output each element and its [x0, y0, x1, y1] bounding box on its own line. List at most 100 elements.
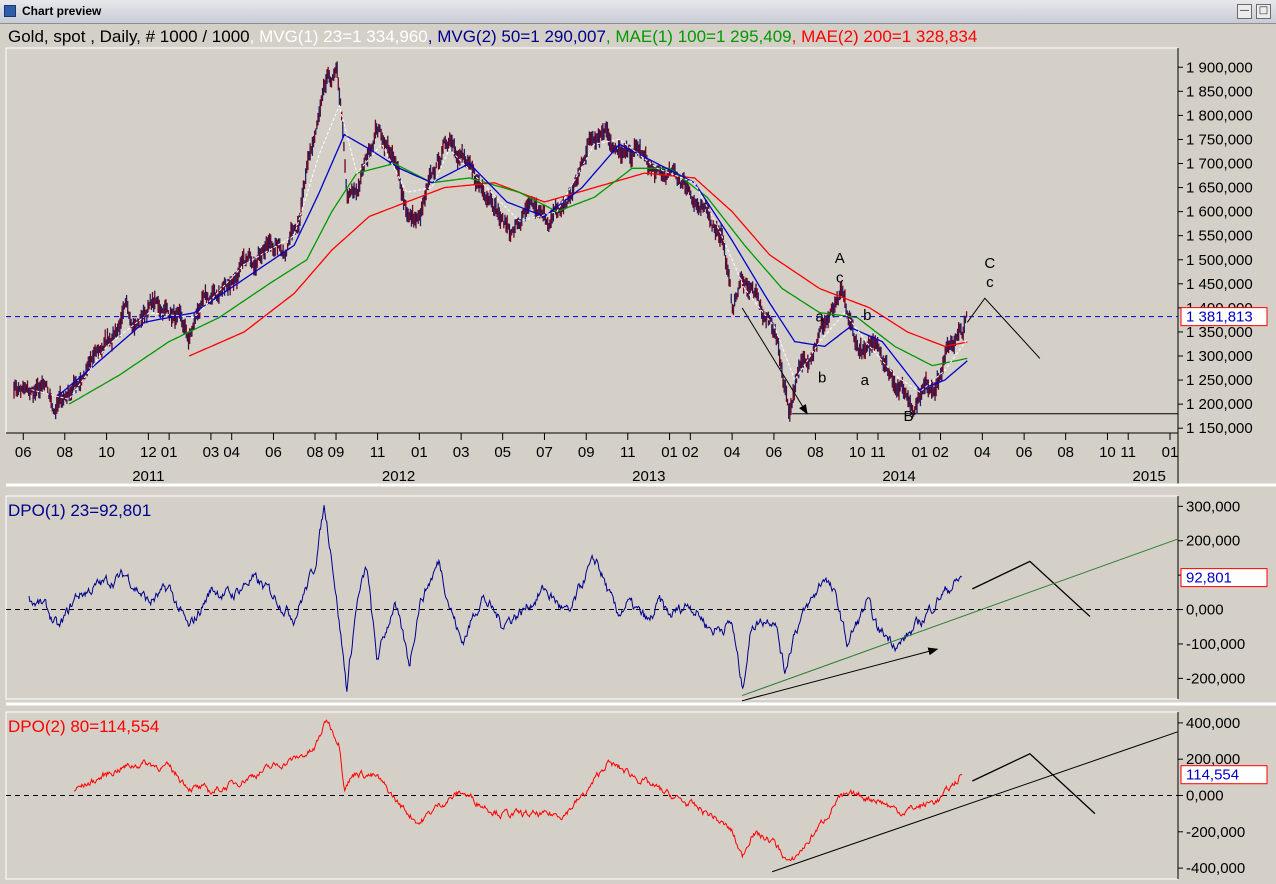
month-tick-label: 01 — [661, 444, 678, 461]
y-tick-label: 1 850,000 — [1186, 83, 1253, 100]
month-tick-label: 09 — [578, 444, 595, 461]
y-tick-label: -200,000 — [1186, 824, 1245, 841]
month-tick-label: 11 — [370, 444, 386, 461]
month-tick-label: 06 — [766, 444, 783, 461]
y-tick-label: 1 350,000 — [1186, 324, 1253, 341]
dpo1-panel: DPO(1) 23=92,801 -200,000-100,0000,00010… — [5, 495, 1276, 706]
month-tick-label: 08 — [307, 444, 324, 461]
dpo1-value-label: 92,801 — [1186, 570, 1232, 587]
month-tick-label: 10 — [1099, 444, 1116, 461]
y-tick-label: 0,000 — [1186, 788, 1224, 805]
legend-mvg2: , MVG(2) 50=1 290,007 — [428, 27, 606, 46]
down-arrow — [741, 307, 808, 415]
month-tick-label: 01 — [411, 444, 428, 461]
window-titlebar: Chart preview — □ — [0, 0, 1276, 24]
wave-label: c — [986, 274, 994, 291]
dpo1-trendline — [741, 538, 1179, 697]
month-tick-label: 03 — [203, 444, 220, 461]
month-tick-label: 03 — [453, 444, 470, 461]
y-tick-label: 1 300,000 — [1186, 348, 1253, 365]
y-tick-label: 1 450,000 — [1186, 276, 1253, 293]
legend-gold: Gold, spot , Daily, # 1000 / 1000 — [8, 27, 250, 46]
month-tick-label: 01 — [1162, 444, 1179, 461]
month-tick-label: 06 — [15, 444, 32, 461]
mae2-line — [188, 172, 968, 357]
wave-label: A — [835, 250, 845, 267]
y-tick-label: 1 900,000 — [1186, 59, 1253, 76]
month-tick-label: 02 — [682, 444, 699, 461]
month-tick-label: 10 — [98, 444, 115, 461]
y-tick-label: 0,000 — [1186, 602, 1224, 619]
month-tick-label: 06 — [1016, 444, 1033, 461]
month-tick-label: 11 — [870, 444, 886, 461]
month-tick-label: 12 — [140, 444, 157, 461]
dpo2-forecast-line — [972, 752, 1096, 815]
dpo1-drawings — [741, 538, 1179, 702]
dpo2-line — [73, 719, 963, 862]
y-tick-label: 1 700,000 — [1186, 156, 1253, 173]
dpo1-title: DPO(1) 23=92,801 — [8, 501, 151, 520]
app-icon — [4, 5, 16, 17]
y-tick-label: 1 750,000 — [1186, 131, 1253, 148]
window-title: Chart preview — [22, 4, 102, 18]
chart-background — [0, 24, 1276, 884]
current-price-label: 1 381,813 — [1186, 309, 1253, 326]
legend-mae2: , MAE(2) 200=1 328,834 — [792, 27, 978, 46]
wave-label: C — [984, 255, 995, 272]
month-tick-label: 08 — [56, 444, 73, 461]
price-y-ticks: 1 150,000 1 200,000 1 250,000 1 300,000 1 35… — [1178, 59, 1253, 437]
month-tick-label: 05 — [494, 444, 511, 461]
y-tick-label: 1 500,000 — [1186, 252, 1253, 269]
y-tick-label: 1 200,000 — [1186, 396, 1253, 413]
month-tick-label: 01 — [911, 444, 928, 461]
minimize-icon[interactable]: — — [1237, 4, 1252, 19]
month-tick-label: 10 — [849, 444, 866, 461]
price-series — [13, 61, 968, 422]
dpo2-title: DPO(2) 80=114,554 — [8, 717, 159, 736]
dpo2-trendline — [771, 731, 1179, 873]
time-axis: 06 08 10 12 01 03 04 06 08 09 11 01 03 05 07 09 11 01 02 04… — [15, 433, 1178, 485]
month-tick-label: 02 — [932, 444, 949, 461]
month-tick-label: 08 — [1057, 444, 1074, 461]
dpo2-series — [73, 719, 963, 862]
mae1-line — [68, 162, 968, 405]
month-tick-label: 04 — [223, 444, 240, 461]
dpo2-y-ticks: -400,000 -200,000 0,000 200,000 400,000 — [1178, 715, 1245, 877]
y-tick-label: -400,000 — [1186, 860, 1245, 877]
dpo1-line — [28, 505, 962, 692]
year-label: 2015 — [1133, 468, 1166, 485]
year-label: 2013 — [632, 468, 665, 485]
mvg2-line — [56, 133, 968, 398]
month-tick-label: 01 — [161, 444, 178, 461]
month-tick-label: 11 — [620, 444, 636, 461]
maximize-icon[interactable]: □ — [1256, 4, 1271, 19]
y-tick-label: 1 650,000 — [1186, 180, 1253, 197]
current-price-box — [1180, 307, 1268, 327]
month-tick-label: 09 — [328, 444, 345, 461]
month-tick-label: 04 — [724, 444, 741, 461]
legend-mvg1: , MVG(1) 23=1 334,960 — [250, 27, 428, 46]
month-tick-label: 04 — [974, 444, 991, 461]
y-tick-label: 1 550,000 — [1186, 228, 1253, 245]
y-tick-label: 400,000 — [1186, 715, 1240, 732]
dpo2-panel: DPO(2) 80=114,554 -400,000 -200,000 0,000 2… — [5, 711, 1268, 880]
y-tick-label: 1 800,000 — [1186, 107, 1253, 124]
chart-canvas: Gold, spot , Daily, # 1000 / 1000, MVG(1… — [0, 24, 1276, 884]
y-tick-label: 200,000 — [1186, 751, 1240, 768]
dpo2-value-label: 114,554 — [1186, 767, 1239, 784]
year-label: 2014 — [882, 468, 915, 485]
y-tick-label: -200,000 — [1186, 670, 1245, 687]
y-tick-label: 1 150,000 — [1186, 420, 1253, 437]
legend-mae1: , MAE(1) 100=1 295,409 — [606, 27, 792, 46]
month-tick-label: 06 — [265, 444, 282, 461]
wave-label: a — [861, 372, 870, 389]
y-tick-label: 1 600,000 — [1186, 204, 1253, 221]
y-tick-label: -100,000 — [1186, 636, 1245, 653]
y-tick-label: 1 250,000 — [1186, 372, 1253, 389]
dpo1-forecast-line — [972, 560, 1091, 617]
month-tick-label: 11 — [1120, 444, 1136, 461]
month-tick-label: 07 — [536, 444, 553, 461]
price-drawings — [741, 297, 1178, 415]
wave-label: b — [818, 369, 826, 386]
price-panel: Gold, spot , Daily, # 1000 / 1000, MVG(1… — [5, 27, 1276, 487]
